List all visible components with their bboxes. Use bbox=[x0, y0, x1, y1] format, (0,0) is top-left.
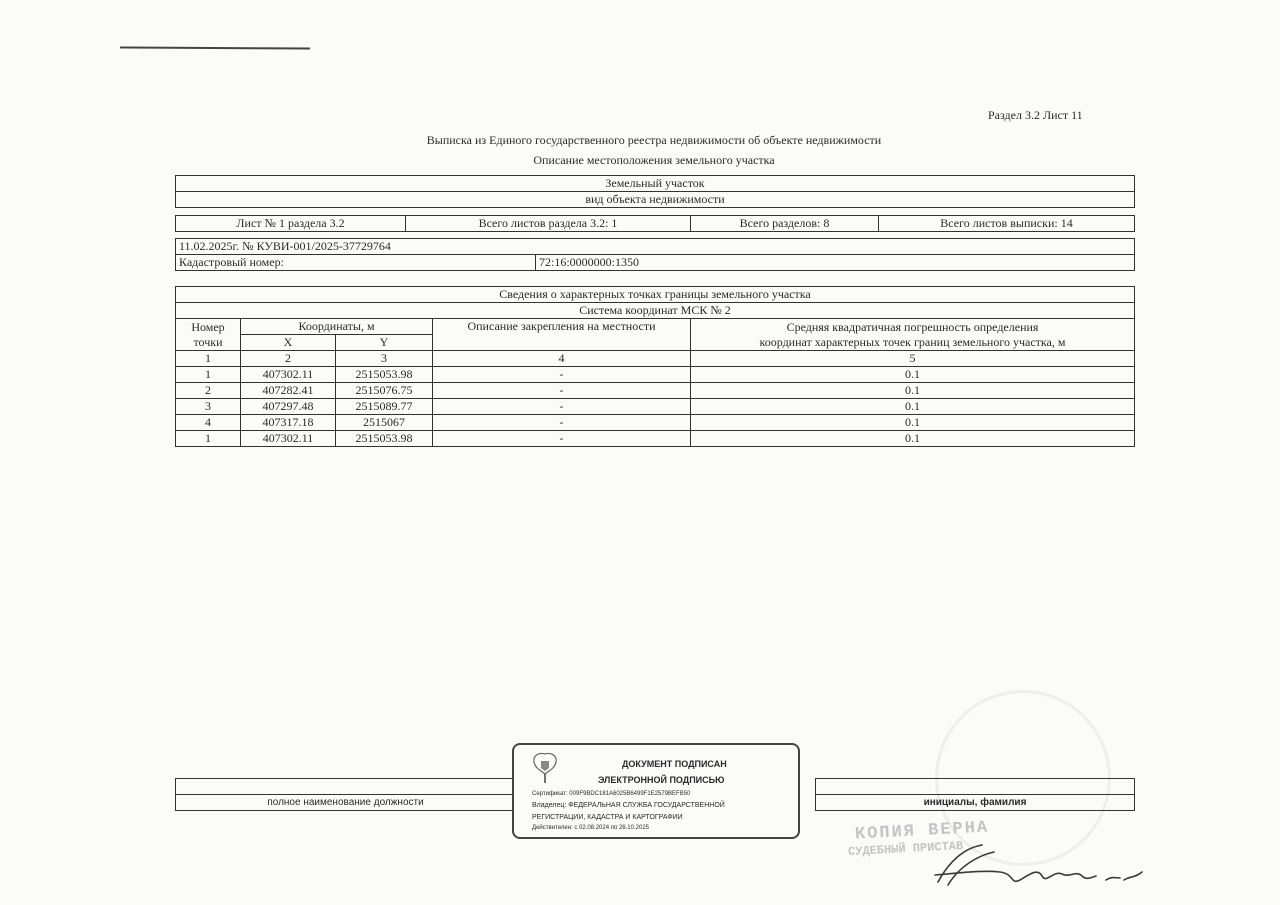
electronic-signature-stamp: ДОКУМЕНТ ПОДПИСАН ЭЛЕКТРОННОЙ ПОДПИСЬЮ С… bbox=[512, 743, 800, 839]
point-number: 1 bbox=[175, 366, 241, 383]
record-date-number: 11.02.2025г. № КУВИ-001/2025-37729764 bbox=[175, 238, 1135, 255]
point-x: 407297.48 bbox=[240, 398, 336, 415]
sheet-number: Лист № 1 раздела 3.2 bbox=[175, 215, 406, 232]
point-number: 2 bbox=[175, 382, 241, 399]
scan-artifact-line bbox=[119, 46, 311, 50]
point-description: - bbox=[432, 398, 691, 415]
table-row: 4 407317.18 2515067-0.1 bbox=[175, 414, 1135, 431]
point-number: 1 bbox=[175, 430, 241, 447]
point-description: - bbox=[432, 414, 691, 431]
col-y: Y bbox=[335, 334, 433, 351]
signed-line2: ЭЛЕКТРОННОЙ ПОДПИСЬЮ bbox=[598, 775, 725, 785]
point-description: - bbox=[432, 382, 691, 399]
table-row: 3 407297.48 2515089.77-0.1 bbox=[175, 398, 1135, 415]
points-table-title: Сведения о характерных точках границы зе… bbox=[175, 286, 1135, 303]
col-index: 2 bbox=[240, 350, 336, 367]
sheets-table: Лист № 1 раздела 3.2 Всего листов раздел… bbox=[175, 215, 1135, 232]
cadastral-label: Кадастровый номер: bbox=[175, 254, 536, 271]
table-row: 1 407302.11 2515053.98-0.1 bbox=[175, 366, 1135, 383]
name-caption: инициалы, фамилия bbox=[815, 794, 1135, 811]
object-type-caption: вид объекта недвижимости bbox=[175, 191, 1135, 208]
coordinate-system: Система координат МСК № 2 bbox=[175, 302, 1135, 319]
document-subtitle: Описание местоположения земельного участ… bbox=[533, 153, 775, 167]
section-sheets-total: Всего листов раздела 3.2: 1 bbox=[405, 215, 691, 232]
point-y: 2515053.98 bbox=[335, 366, 433, 383]
point-y: 2515089.77 bbox=[335, 398, 433, 415]
certificate-validity: Действителен: с 02.08.2024 по 26.10.2025 bbox=[532, 825, 649, 831]
col-coordinates: Координаты, м bbox=[240, 318, 433, 335]
sections-total: Всего разделов: 8 bbox=[690, 215, 879, 232]
section-sheet-label: Раздел 3.2 Лист 11 bbox=[988, 108, 1083, 122]
point-error: 0.1 bbox=[690, 382, 1135, 399]
certificate-number: Сертификат: 009F9BDC181A6025B6499F1E2579… bbox=[532, 791, 691, 797]
col-error: Средняя квадратичная погрешность определ… bbox=[690, 318, 1135, 351]
document-title: Выписка из Единого государственного реес… bbox=[426, 133, 882, 147]
col-x: X bbox=[240, 334, 336, 351]
col-description: Описание закрепления на местности bbox=[432, 318, 691, 351]
cadastral-number: 72:16:0000000:1350 bbox=[535, 254, 1135, 271]
col-error-line1: Средняя квадратичная погрешность определ… bbox=[786, 319, 1039, 334]
table-row: 2 407282.41 2515076.75-0.1 bbox=[175, 382, 1135, 399]
point-x: 407302.11 bbox=[240, 366, 336, 383]
extract-sheets-total: Всего листов выписки: 14 bbox=[878, 215, 1135, 232]
coat-of-arms-icon bbox=[533, 752, 557, 783]
col-index: 1 bbox=[175, 350, 241, 367]
table-row: 1 407302.11 2515053.98-0.1 bbox=[175, 430, 1135, 447]
object-type-table: Земельный участок вид объекта недвижимос… bbox=[175, 175, 1135, 208]
certificate-owner: Владелец: ФЕДЕРАЛЬНАЯ СЛУЖБА ГОСУДАРСТВЕ… bbox=[532, 802, 725, 809]
position-caption: полное наименование должности bbox=[175, 794, 516, 811]
col-index: 3 bbox=[335, 350, 433, 367]
point-y: 2515067 bbox=[335, 414, 433, 431]
point-x: 407282.41 bbox=[240, 382, 336, 399]
point-error: 0.1 bbox=[690, 398, 1135, 415]
object-type: Земельный участок bbox=[175, 175, 1135, 192]
point-description: - bbox=[432, 366, 691, 383]
col-index: 5 bbox=[690, 350, 1135, 367]
point-number: 3 bbox=[175, 398, 241, 415]
point-error: 0.1 bbox=[690, 414, 1135, 431]
handwritten-signature bbox=[934, 844, 1143, 886]
point-x: 407302.11 bbox=[240, 430, 336, 447]
point-y: 2515076.75 bbox=[335, 382, 433, 399]
point-y: 2515053.98 bbox=[335, 430, 433, 447]
certificate-owner-2: РЕГИСТРАЦИИ, КАДАСТРА И КАРТОГРАФИИ bbox=[532, 814, 683, 821]
point-error: 0.1 bbox=[690, 366, 1135, 383]
point-x: 407317.18 bbox=[240, 414, 336, 431]
point-number: 4 bbox=[175, 414, 241, 431]
col-index: 4 bbox=[432, 350, 691, 367]
point-description: - bbox=[432, 430, 691, 447]
signed-line1: ДОКУМЕНТ ПОДПИСАН bbox=[622, 759, 727, 769]
point-error: 0.1 bbox=[690, 430, 1135, 447]
col-point-number: Номер точки bbox=[175, 318, 241, 351]
boundary-points-table: Сведения о характерных точках границы зе… bbox=[175, 286, 1135, 447]
record-table: 11.02.2025г. № КУВИ-001/2025-37729764 Ка… bbox=[175, 238, 1135, 271]
col-error-line2: координат характерных точек границ земел… bbox=[759, 334, 1066, 349]
